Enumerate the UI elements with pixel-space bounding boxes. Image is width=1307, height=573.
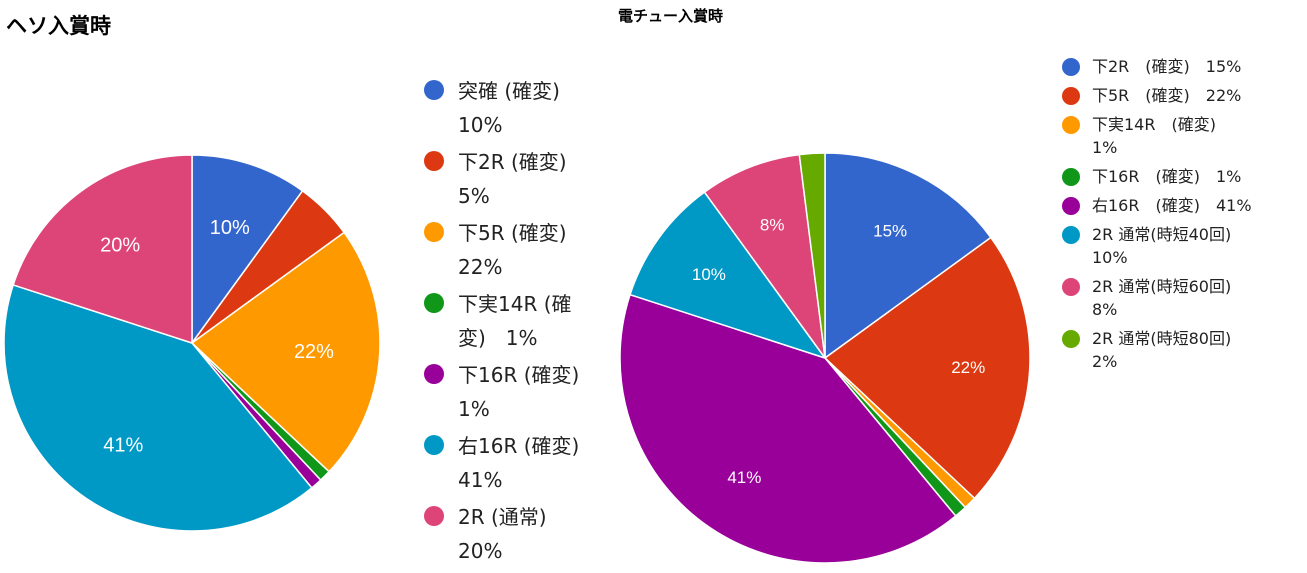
pie-chart-denchu: 15% 22% 41% 10% 8% bbox=[619, 152, 1031, 564]
slice-percent-label: 41% bbox=[727, 468, 761, 487]
pie-slice bbox=[3, 283, 313, 532]
pie-slice bbox=[190, 231, 381, 473]
slice-percent-label: 10% bbox=[692, 265, 726, 284]
legend-color-dot bbox=[1062, 116, 1080, 134]
slice-percent-label: 22% bbox=[294, 341, 334, 363]
legend-label: 2R 通常(時短40回) bbox=[1092, 225, 1232, 244]
pie-chart-heso: 10% 22% 41% 20% bbox=[3, 154, 381, 532]
legend-color-dot bbox=[1062, 330, 1080, 348]
legend-label: 20% bbox=[458, 539, 503, 563]
legend-label: 1% bbox=[1092, 138, 1118, 157]
legend-color-dot bbox=[1062, 168, 1080, 186]
legend-color-dot bbox=[424, 222, 444, 242]
pie-slice bbox=[703, 153, 826, 359]
legend-color-dot bbox=[1062, 87, 1080, 105]
legend-label: 下2R (確変) 15% bbox=[1092, 57, 1242, 76]
legend-color-dot bbox=[1062, 226, 1080, 244]
pie-slice bbox=[619, 293, 957, 564]
slice-percent-label: 10% bbox=[210, 217, 250, 239]
legend-color-dot bbox=[1062, 58, 1080, 76]
slice-percent-label: 8% bbox=[760, 216, 785, 235]
legend-color-dot bbox=[424, 435, 444, 455]
legend-label: 5% bbox=[458, 184, 490, 208]
legend-color-dot bbox=[1062, 197, 1080, 215]
legend-color-dot bbox=[424, 80, 444, 100]
pie-slice bbox=[629, 191, 827, 360]
legend-label: 下5R (確変) 22% bbox=[1092, 86, 1242, 105]
legend-color-dot bbox=[424, 506, 444, 526]
slice-percent-label: 41% bbox=[103, 434, 143, 456]
legend-label: 右16R (確変) 41% bbox=[1092, 196, 1252, 215]
legend-label: 10% bbox=[1092, 248, 1128, 267]
legend-label: 22% bbox=[458, 255, 503, 279]
legend-label: 41% bbox=[458, 468, 503, 492]
legend-label: 10% bbox=[458, 113, 503, 137]
chart-title-right: 電チュー入賞時 bbox=[618, 7, 724, 25]
legend-label: 突確 (確変) bbox=[458, 79, 560, 103]
legend-label: 下2R (確変) bbox=[458, 150, 567, 174]
legend-label: 1% bbox=[458, 397, 490, 421]
legend-color-dot bbox=[424, 293, 444, 313]
pie-slice bbox=[824, 152, 992, 360]
chart-title-left: ヘソ入賞時 bbox=[6, 14, 111, 38]
slice-percent-label: 20% bbox=[100, 234, 140, 256]
pie-slice bbox=[823, 236, 1031, 500]
legend-label: 下16R (確変) 1% bbox=[1092, 167, 1242, 186]
slice-percent-label: 15% bbox=[873, 221, 907, 240]
pie-slice bbox=[191, 154, 304, 346]
legend-label: 8% bbox=[1092, 300, 1118, 319]
legend-label: 下16R (確変) bbox=[458, 363, 580, 387]
legend-label: 2R (通常) bbox=[458, 505, 547, 529]
pie-slice bbox=[12, 154, 193, 345]
legend-label: 2R 通常(時短60回) bbox=[1092, 277, 1232, 296]
legend-color-dot bbox=[1062, 278, 1080, 296]
legend-label: 下5R (確変) bbox=[458, 221, 567, 245]
slice-percent-label: 22% bbox=[951, 358, 985, 377]
legend-label: 下実14R (確 bbox=[458, 292, 572, 316]
legend-color-dot bbox=[424, 364, 444, 384]
pie-slice bbox=[798, 152, 826, 359]
legend-color-dot bbox=[424, 151, 444, 171]
legend-label: 2R 通常(時短80回) bbox=[1092, 329, 1232, 348]
legend-label: 右16R (確変) bbox=[458, 434, 580, 458]
legend-label: 2% bbox=[1092, 352, 1118, 371]
legend-label: 変) 1% bbox=[458, 326, 538, 350]
legend-label: 下実14R (確変) bbox=[1092, 115, 1216, 134]
